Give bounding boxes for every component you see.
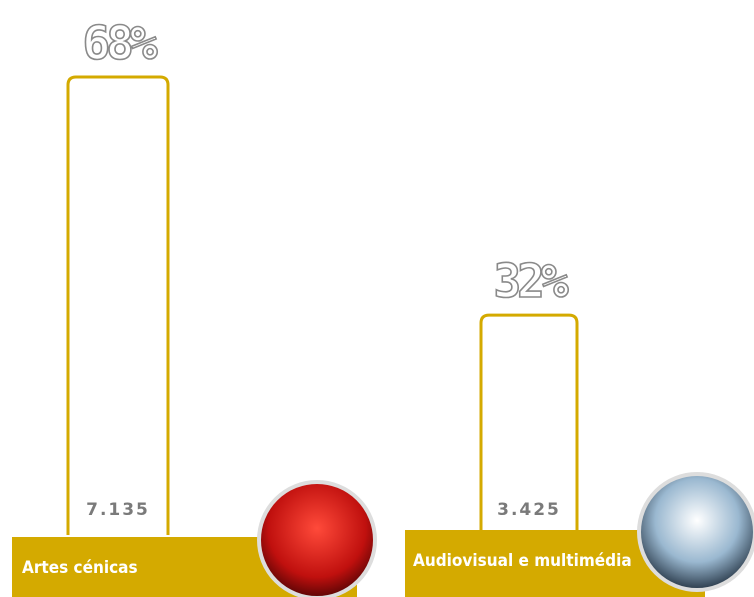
bar [66, 75, 170, 535]
share-label: 32% [493, 254, 568, 308]
category-label: Audiovisual e multimédia [413, 551, 632, 571]
share-label: 68% [82, 16, 157, 70]
icon [637, 472, 754, 592]
icon [257, 480, 377, 597]
category-label: Artes cénicas [22, 558, 138, 578]
value-label: 7.135 [86, 500, 150, 520]
value-label: 3.425 [497, 500, 561, 520]
bar [479, 313, 579, 535]
